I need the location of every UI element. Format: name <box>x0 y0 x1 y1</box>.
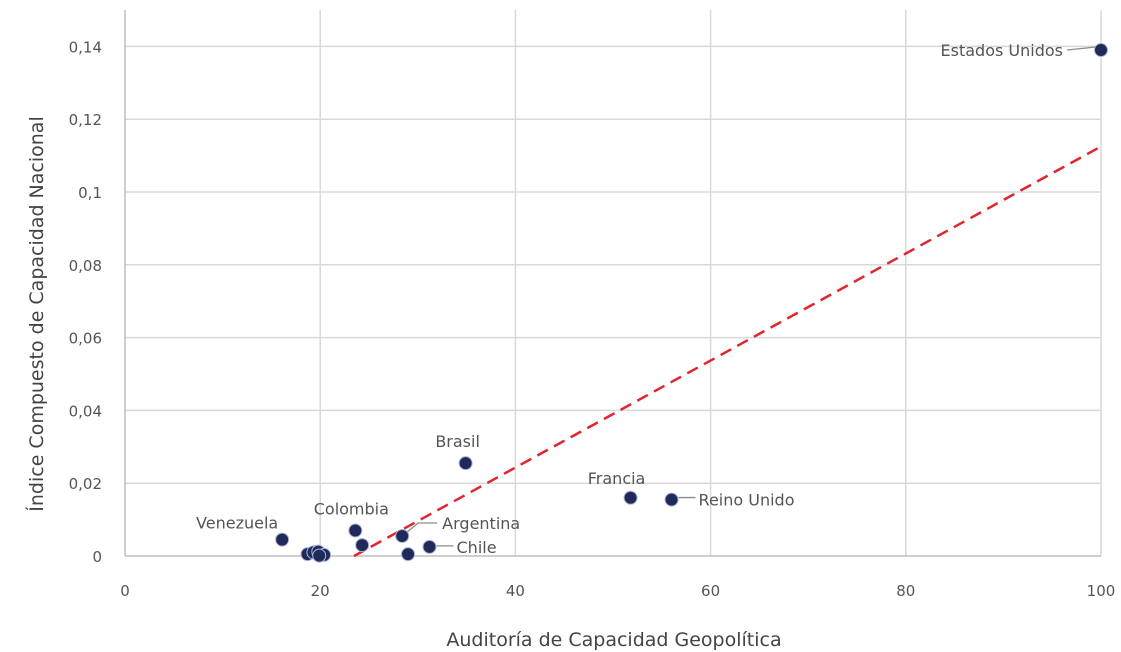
point-label: Francia <box>588 469 646 488</box>
x-tick-label: 40 <box>506 582 525 600</box>
data-point <box>422 539 437 554</box>
data-point <box>458 456 473 471</box>
tick-labels: 0 20 40 60 80 100 0 0,02 0,04 0,06 0,08 0,1 0,12 0,14 <box>69 38 1116 600</box>
point-labels: Estados Unidos Reino Unido Francia Brasil Ch… <box>196 41 1097 557</box>
x-tick-label: 60 <box>701 582 720 600</box>
data-point <box>401 547 416 562</box>
y-tick-label: 0,08 <box>69 257 102 275</box>
point-label: Venezuela <box>196 514 278 533</box>
data-point <box>348 523 363 538</box>
data-point <box>355 538 370 553</box>
point-label: Brasil <box>435 432 480 451</box>
y-tick-label: 0 <box>92 548 102 566</box>
y-tick-label: 0,06 <box>69 330 102 348</box>
y-tick-label: 0,1 <box>78 184 102 202</box>
axes <box>124 10 1101 557</box>
y-tick-label: 0,12 <box>69 111 102 129</box>
label-leader-line <box>406 522 438 533</box>
x-tick-label: 20 <box>311 582 330 600</box>
x-axis-title: Auditoría de Capacidad Geopolítica <box>446 629 781 651</box>
y-axis-title: Índice Compuesto de Capacidad Nacional <box>25 116 48 511</box>
data-points <box>275 43 1108 563</box>
trendline-group <box>353 145 1102 558</box>
data-point <box>623 490 638 505</box>
label-leader-line <box>1066 46 1097 51</box>
x-tick-label: 80 <box>896 582 915 600</box>
data-point <box>1094 43 1108 58</box>
data-point <box>312 548 327 563</box>
y-tick-label: 0,04 <box>69 402 102 420</box>
y-tick-label: 0,02 <box>69 475 102 493</box>
data-point <box>395 528 410 543</box>
x-tick-label: 100 <box>1087 582 1116 600</box>
data-point <box>275 532 290 547</box>
point-label: Colombia <box>314 500 389 519</box>
x-tick-label: 0 <box>120 582 130 600</box>
point-label: Chile <box>457 538 497 557</box>
trendline <box>353 145 1102 558</box>
y-tick-label: 0,14 <box>69 38 102 56</box>
point-label: Estados Unidos <box>941 41 1063 60</box>
grid <box>125 10 1102 556</box>
point-label: Reino Unido <box>699 491 795 510</box>
point-label: Argentina <box>442 514 520 533</box>
data-point <box>664 492 679 507</box>
